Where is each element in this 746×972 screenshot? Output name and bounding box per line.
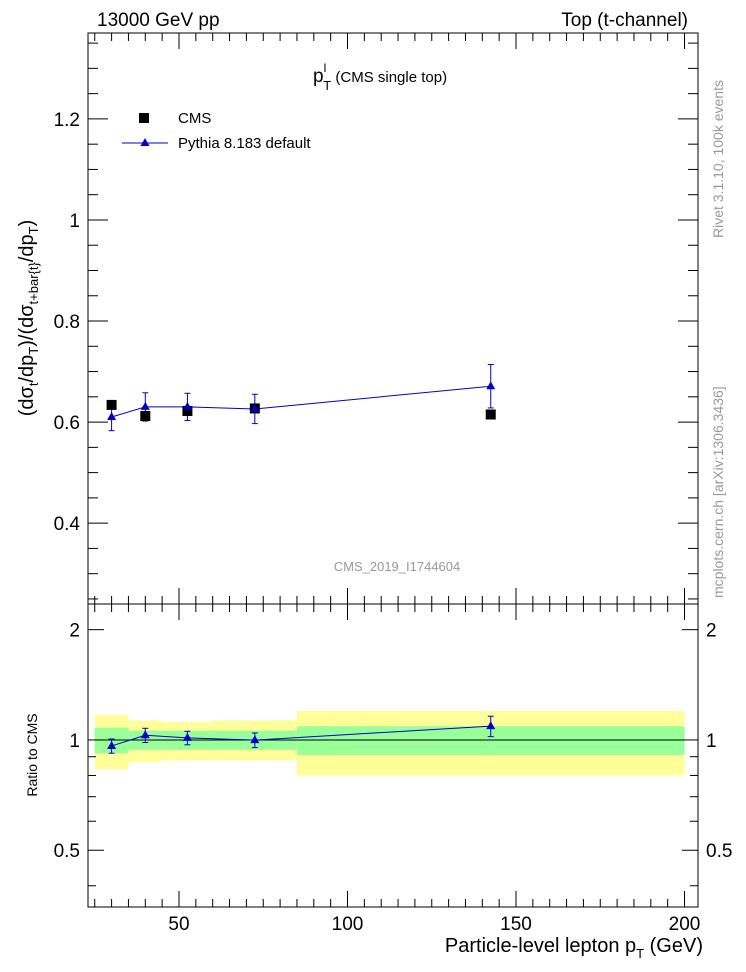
ratio-y-ticks: 0.5 0.5 1 1 2 2	[54, 621, 732, 887]
plot-title-sub: T	[323, 78, 331, 93]
ratio-y-tick-label-right: 2	[706, 621, 717, 642]
x-tick-label: 200	[669, 914, 701, 935]
ratio-panel: 0.5 0.5 1 1 2 2 50 100 150 200 Ratio to CMS Part…	[24, 603, 732, 961]
ratio-mc-data-point	[250, 735, 260, 744]
main-y-tick-label: 1.2	[54, 110, 80, 131]
main-y-tick-label: 1	[69, 211, 80, 232]
mc-line	[111, 385, 491, 418]
mc-data-point	[250, 403, 260, 412]
ratio-mc-data-point	[140, 730, 150, 739]
cms-data-point	[106, 399, 117, 410]
ratio-y-tick-label-left: 0.5	[54, 841, 80, 862]
ratio-y-tick-label-left: 1	[69, 731, 80, 752]
x-tick-label: 50	[168, 914, 189, 935]
ratio-y-axis-label: Ratio to CMS	[24, 713, 40, 796]
main-y-ticks: 0.4 0.6 0.8 1 1.2	[54, 42, 698, 600]
legend-marker-mc	[140, 138, 150, 146]
ratio-y-tick-label-right: 0.5	[706, 841, 732, 862]
plot-title-sup: l	[324, 61, 327, 75]
header-right-label: Top (t-channel)	[561, 10, 688, 31]
mc-data-point	[107, 412, 117, 421]
legend-marker-cms	[139, 113, 149, 123]
x-tick-label: 150	[500, 914, 532, 935]
cms-data-point	[182, 405, 193, 416]
x-axis-label-main: Particle-level lepton p	[445, 935, 636, 957]
ratio-y-tick-label-right: 1	[706, 731, 717, 752]
ratio-y-tick-label-left: 2	[69, 621, 80, 642]
main-x-ticks	[94, 33, 686, 604]
ratio-x-ticks: 50 100 150 200	[94, 604, 701, 935]
plot-title-main: p	[313, 66, 324, 87]
mcplots-label: mcplots.cern.ch [arXiv:1306.3436]	[710, 386, 726, 598]
header-left-label: 13000 GeV pp	[97, 10, 220, 31]
plot-title-extra: (CMS single top)	[331, 69, 447, 86]
x-axis-label: Particle-level lepton pT (GeV)	[445, 935, 703, 961]
plot-title: pl T (CMS single top)	[313, 61, 447, 93]
ratio-mc-data-point	[486, 721, 496, 730]
main-panel: 0.4 0.6 0.8 1 1.2 pl T (CMS single top) CMS P…	[16, 32, 699, 605]
mc-data-point	[182, 401, 192, 410]
cms-data-point	[140, 411, 151, 422]
ratio-mc-data-point	[182, 732, 192, 741]
rivet-label: Rivet 3.1.10, 100k events	[710, 80, 726, 238]
main-y-axis-label: (dσt/dpT)/(dσt+bar{t}/dpT)	[16, 220, 41, 417]
cms-data-point	[485, 409, 496, 420]
x-axis-label-unit: (GeV)	[644, 935, 703, 957]
ratio-plot-area	[94, 710, 685, 776]
x-axis-label-sub: T	[636, 946, 644, 961]
legend-label-mc: Pythia 8.183 default	[178, 135, 311, 152]
legend-label-cms: CMS	[178, 110, 211, 127]
main-plot-area	[106, 363, 496, 432]
main-y-tick-label: 0.4	[54, 514, 81, 535]
ratio-frame	[87, 603, 699, 908]
analysis-watermark: CMS_2019_I1744604	[334, 559, 461, 574]
mc-data-point	[140, 401, 150, 410]
x-tick-label: 100	[332, 914, 364, 935]
main-y-tick-label: 0.6	[54, 413, 80, 434]
mc-data-point	[486, 381, 496, 390]
ratio-mc-data-point	[107, 740, 117, 749]
main-y-tick-label: 0.8	[54, 312, 80, 333]
